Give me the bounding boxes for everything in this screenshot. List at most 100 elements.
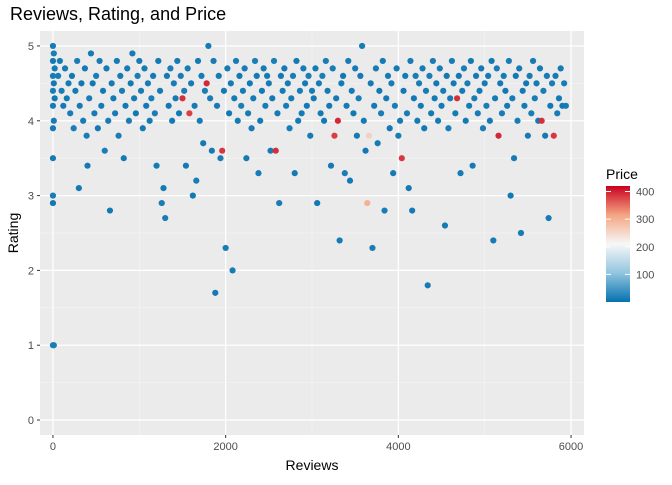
data-point <box>117 72 124 79</box>
data-point <box>213 102 221 109</box>
x-tick-label: 0 <box>50 441 56 453</box>
data-point <box>448 57 455 65</box>
data-point <box>358 42 366 50</box>
data-point <box>478 65 485 72</box>
data-point <box>234 117 241 124</box>
data-point <box>352 65 359 72</box>
data-point <box>562 102 569 109</box>
data-point <box>472 72 480 79</box>
data-point <box>108 80 115 87</box>
data-point <box>289 72 297 79</box>
data-point <box>84 162 91 169</box>
data-point <box>510 155 518 162</box>
data-point <box>274 110 281 117</box>
data-point <box>403 110 411 117</box>
data-point <box>502 87 509 94</box>
data-point <box>557 65 564 72</box>
data-point <box>336 237 343 244</box>
data-point <box>169 117 176 124</box>
data-point <box>300 65 307 72</box>
data-point <box>253 72 260 79</box>
legend-title: Price <box>606 166 638 182</box>
data-point <box>227 80 234 87</box>
data-point <box>162 214 169 222</box>
data-point <box>293 57 300 65</box>
data-point <box>51 95 58 102</box>
data-point <box>524 132 531 139</box>
data-point <box>94 125 101 132</box>
data-point <box>384 72 392 79</box>
data-points <box>49 42 569 349</box>
data-point <box>49 57 57 65</box>
data-point <box>188 80 195 87</box>
data-point <box>327 162 335 169</box>
x-tick-label: 6000 <box>559 441 583 453</box>
data-point <box>144 80 152 87</box>
data-point <box>137 87 145 94</box>
data-point <box>156 87 164 94</box>
data-point <box>201 87 209 94</box>
data-point <box>236 72 243 79</box>
data-point <box>497 80 504 87</box>
data-point <box>362 147 369 154</box>
data-point <box>398 155 405 162</box>
data-point <box>210 57 217 65</box>
data-point <box>212 289 219 296</box>
data-point <box>129 50 136 57</box>
data-point <box>371 102 378 109</box>
data-point <box>131 95 138 102</box>
data-point <box>367 80 374 87</box>
data-point <box>127 80 134 87</box>
data-point <box>89 80 96 87</box>
data-point <box>229 267 236 274</box>
data-point <box>78 80 85 87</box>
data-point <box>231 95 238 102</box>
data-point <box>241 65 248 72</box>
data-point <box>50 117 57 124</box>
data-point <box>70 125 77 132</box>
data-point <box>481 80 488 87</box>
data-point <box>177 72 184 79</box>
data-point <box>146 117 153 124</box>
data-point <box>421 125 428 132</box>
data-point <box>372 65 379 72</box>
data-point <box>270 57 278 65</box>
data-point <box>98 102 105 109</box>
data-point <box>516 65 523 72</box>
data-point <box>122 102 129 109</box>
x-axis: 0 2000 4000 6000 <box>50 435 583 453</box>
data-point <box>417 102 424 109</box>
data-point <box>355 95 362 102</box>
data-point <box>407 57 414 65</box>
data-point <box>431 95 438 102</box>
data-point <box>124 65 131 72</box>
data-point <box>103 65 110 72</box>
data-point <box>320 117 328 124</box>
data-point <box>91 110 98 117</box>
data-point <box>50 50 57 57</box>
data-point <box>172 95 179 102</box>
data-point <box>106 207 114 214</box>
data-point <box>49 125 57 132</box>
data-point <box>264 72 271 79</box>
data-point <box>433 80 440 87</box>
data-point <box>357 72 364 79</box>
data-point <box>258 87 266 94</box>
data-point <box>365 132 373 139</box>
data-point <box>517 229 525 237</box>
data-point <box>60 102 67 109</box>
data-point <box>364 199 371 207</box>
data-point <box>49 192 57 199</box>
data-point <box>49 87 57 94</box>
data-point <box>402 72 409 79</box>
data-point <box>181 87 188 94</box>
data-point <box>203 80 210 87</box>
data-point <box>217 155 224 162</box>
data-point <box>319 72 326 79</box>
data-point <box>381 207 388 214</box>
data-point <box>374 140 381 147</box>
data-point <box>388 80 395 87</box>
data-point <box>514 117 521 124</box>
data-point <box>55 72 62 79</box>
